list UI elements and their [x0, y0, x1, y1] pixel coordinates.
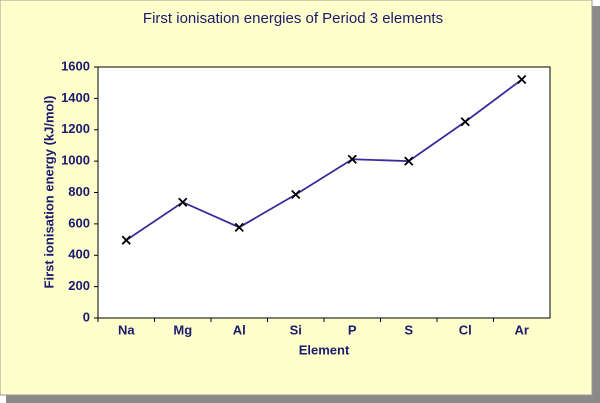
x-tick-label: P [348, 322, 357, 337]
x-tick-label: Si [290, 322, 302, 337]
x-axis-title: Element [299, 342, 350, 357]
chart-title: First ionisation energies of Period 3 el… [143, 10, 443, 27]
marker [291, 189, 301, 200]
y-tick-label: 800 [68, 184, 90, 199]
x-tick-label: S [404, 322, 413, 337]
marker [234, 222, 244, 232]
marker [404, 156, 414, 166]
x-tick-label: Al [233, 322, 246, 337]
y-tick-label: 1400 [61, 90, 90, 105]
series-line [125, 78, 523, 241]
y-axis-title: First ionisation energy (kJ/mol) [41, 96, 56, 289]
x-tick-label: Mg [173, 322, 192, 337]
y-tick-label: 1600 [61, 58, 90, 73]
y-tick-label: 400 [68, 247, 90, 262]
marker [178, 197, 188, 207]
marker [347, 154, 357, 164]
marker [517, 74, 527, 85]
y-tick-label: 1000 [61, 153, 90, 168]
y-tick-label: 600 [68, 215, 90, 230]
plot-area [97, 66, 551, 319]
y-tick-label: 200 [68, 278, 90, 293]
marker [460, 117, 470, 127]
x-tick-label: Ar [515, 322, 529, 337]
x-tick-label: Cl [459, 322, 472, 337]
marker [121, 235, 131, 245]
x-tick-label: Na [118, 322, 135, 337]
y-tick-label: 1200 [61, 121, 90, 136]
y-tick-label: 0 [83, 309, 90, 324]
